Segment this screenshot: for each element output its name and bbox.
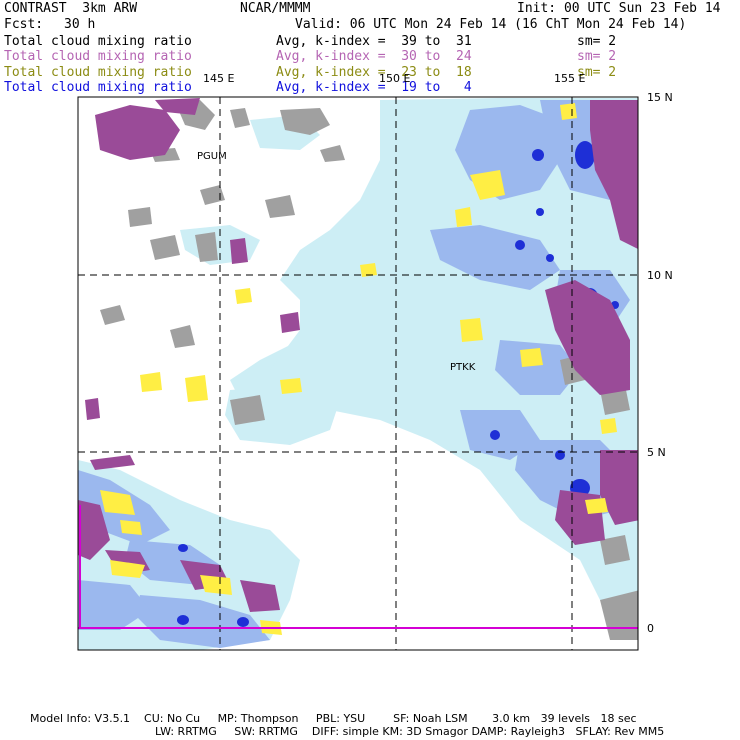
legend-range-4: Avg, k-index = 19 to 4 (276, 80, 472, 95)
forecast-hours: 30 h (64, 17, 96, 32)
model-info-line-2: LW: RRTMG SW: RRTMG DIFF: simple KM: 3D … (155, 725, 665, 738)
model-title: CONTRAST 3km ARW (4, 1, 138, 16)
lon-label-145: 145 E (203, 72, 235, 85)
lat-label-0: 0 (647, 622, 654, 635)
station-ptkk: PTKK (450, 362, 476, 373)
station-pgum: PGUM (197, 151, 227, 162)
model-info-line-1: Model Info: V3.5.1 CU: No Cu MP: Thompso… (30, 712, 637, 725)
lon-label-155: 155 E (554, 72, 586, 85)
legend-smooth-1: sm= 2 (577, 34, 617, 49)
init-time: Init: 00 UTC Sun 23 Feb 14 (517, 1, 721, 16)
lat-label-10n: 10 N (647, 269, 673, 282)
legend-field-1: Total cloud mixing ratio (4, 34, 192, 49)
yellow-cloud-field (100, 103, 617, 635)
lat-label-5n: 5 N (647, 446, 666, 459)
lat-label-15n: 15 N (647, 91, 673, 104)
plot-frame (77, 96, 639, 651)
purple-cloud-field (78, 98, 638, 612)
lon-label-150: 150 E (379, 72, 411, 85)
forecast-label: Fcst: (4, 17, 44, 32)
legend-field-3: Total cloud mixing ratio (4, 65, 192, 80)
valid-time: Valid: 06 UTC Mon 24 Feb 14 (16 ChT Mon … (295, 17, 687, 32)
legend-range-2: Avg, k-index = 30 to 24 (276, 49, 472, 64)
legend-smooth-2: sm= 2 (577, 49, 617, 64)
legend-smooth-3: sm= 2 (577, 65, 617, 80)
legend-field-4: Total cloud mixing ratio (4, 80, 192, 95)
legend-range-1: Avg, k-index = 39 to 31 (276, 34, 472, 49)
legend-field-2: Total cloud mixing ratio (4, 49, 192, 64)
organization-label: NCAR/MMMM (240, 1, 311, 16)
legend-range-3: Avg, k-index = 23 to 18 (276, 65, 472, 80)
